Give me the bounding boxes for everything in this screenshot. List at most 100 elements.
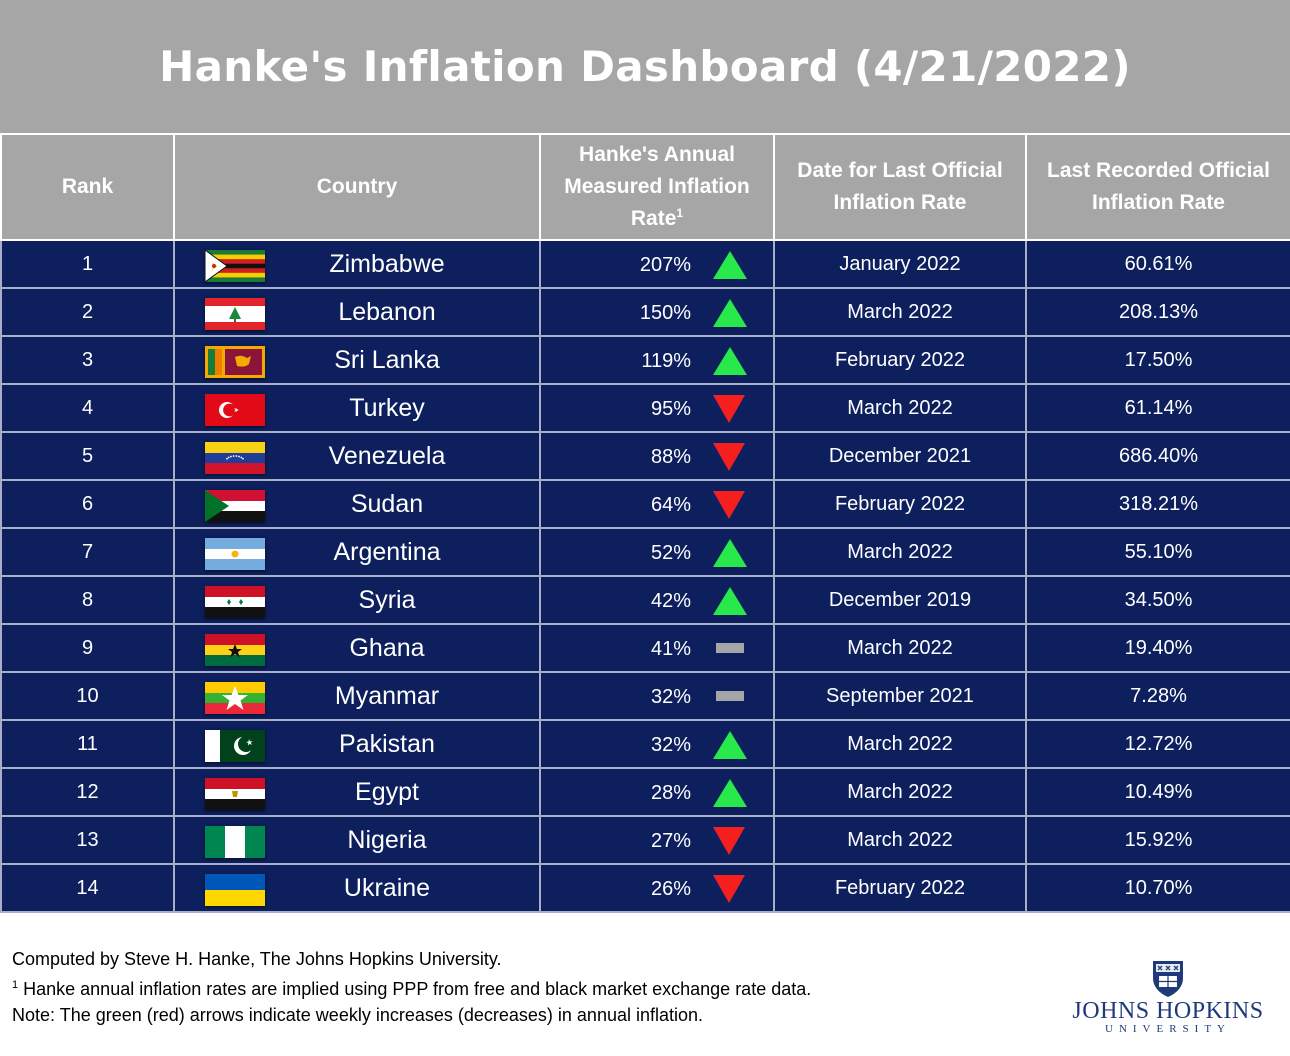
official-rate-cell: 55.10% xyxy=(1025,527,1290,577)
rank-cell: 12 xyxy=(0,767,175,817)
header-rank: Rank xyxy=(0,133,175,241)
official-date-cell: March 2022 xyxy=(773,527,1027,577)
hanke-rate-cell: 42% xyxy=(539,575,775,625)
official-rate-cell: 19.40% xyxy=(1025,623,1290,673)
official-date-cell: December 2021 xyxy=(773,431,1027,481)
zimbabwe-flag-icon xyxy=(204,249,265,283)
table-row: 6 Sudan 64% February 2022 318.21% xyxy=(0,479,1290,529)
dashboard-title: Hanke's Inflation Dashboard (4/21/2022) xyxy=(0,0,1290,133)
arrow-up-icon xyxy=(713,587,747,615)
lebanon-flag-icon xyxy=(205,298,265,330)
official-date-cell: February 2022 xyxy=(773,479,1027,529)
arrow-down-icon xyxy=(713,443,745,471)
no-change-icon xyxy=(716,691,744,701)
hanke-rate-value: 119% xyxy=(641,350,691,372)
hanke-rate-value: 28% xyxy=(650,782,691,804)
hanke-rate-cell: 52% xyxy=(539,527,775,577)
header-official-date: Date for Last Official Inflation Rate xyxy=(773,133,1027,241)
arrow-up-icon xyxy=(713,779,747,807)
hanke-rate-value: 26% xyxy=(650,878,691,900)
trend-indicator xyxy=(713,393,747,423)
country-name: Syria xyxy=(358,585,416,614)
header-official-line1: Last Recorded Official xyxy=(1047,159,1270,182)
country-cell: Sudan xyxy=(173,479,541,529)
official-date-cell: March 2022 xyxy=(773,383,1027,433)
syria-flag-icon xyxy=(205,586,265,618)
hanke-rate-cell: 26% xyxy=(539,863,775,913)
official-date-cell: February 2022 xyxy=(773,863,1027,913)
official-rate-cell: 61.14% xyxy=(1025,383,1290,433)
country-cell: Ghana xyxy=(173,623,541,673)
rank-cell: 5 xyxy=(0,431,175,481)
official-rate-cell: 15.92% xyxy=(1025,815,1290,865)
nigeria-flag-icon xyxy=(205,826,265,858)
trend-indicator xyxy=(713,585,747,615)
hanke-rate-value: 41% xyxy=(650,638,691,660)
country-cell: Lebanon xyxy=(173,287,541,337)
trend-indicator xyxy=(713,489,747,519)
official-rate-cell: 7.28% xyxy=(1025,671,1290,721)
country-name: Argentina xyxy=(333,537,441,566)
official-rate-cell: 208.13% xyxy=(1025,287,1290,337)
hanke-rate-cell: 28% xyxy=(539,767,775,817)
ghana-flag-icon xyxy=(205,634,265,666)
footnote-marker: 1 xyxy=(676,206,684,220)
country-name: Zimbabwe xyxy=(329,249,445,278)
header-hanke-rate-line1: Hanke's Annual xyxy=(579,143,735,166)
arrow-down-icon xyxy=(713,827,745,855)
hanke-rate-value: 32% xyxy=(650,734,691,756)
official-date-cell: March 2022 xyxy=(773,767,1027,817)
country-cell: Syria xyxy=(173,575,541,625)
arrow-down-icon xyxy=(713,875,745,903)
university-shield-icon xyxy=(1153,961,1183,997)
country-cell: Myanmar xyxy=(173,671,541,721)
egypt-flag-icon xyxy=(205,778,265,810)
rank-cell: 10 xyxy=(0,671,175,721)
hanke-rate-cell: 119% xyxy=(539,335,775,385)
official-rate-cell: 686.40% xyxy=(1025,431,1290,481)
rank-cell: 13 xyxy=(0,815,175,865)
arrow-up-icon xyxy=(713,347,747,375)
table-row: 7 Argentina 52% March 2022 55.10% xyxy=(0,527,1290,577)
official-rate-cell: 34.50% xyxy=(1025,575,1290,625)
header-date-line2: Inflation Rate xyxy=(833,191,967,214)
country-name: Nigeria xyxy=(347,825,427,854)
table-row: 4 Turkey 95% March 2022 61.14% xyxy=(0,383,1290,433)
header-official-rate: Last Recorded Official Inflation Rate xyxy=(1025,133,1290,241)
footnote-credit: Computed by Steve H. Hanke, The Johns Ho… xyxy=(12,949,502,969)
logo-subtitle: UNIVERSITY xyxy=(1105,1023,1231,1035)
country-cell: Zimbabwe xyxy=(173,239,541,289)
arrow-down-icon xyxy=(713,491,745,519)
argentina-flag-icon xyxy=(205,538,265,570)
sudan-flag-icon xyxy=(205,490,265,522)
trend-indicator xyxy=(713,633,747,663)
hanke-rate-value: 88% xyxy=(650,446,691,468)
jhu-logo: JOHNS HOPKINS UNIVERSITY xyxy=(1068,958,1268,1048)
official-rate-cell: 10.70% xyxy=(1025,863,1290,913)
rank-cell: 8 xyxy=(0,575,175,625)
country-name: Ukraine xyxy=(343,873,431,902)
rank-cell: 1 xyxy=(0,239,175,289)
hanke-rate-value: 150% xyxy=(639,302,691,324)
rank-cell: 3 xyxy=(0,335,175,385)
official-date-cell: January 2022 xyxy=(773,239,1027,289)
header-country: Country xyxy=(173,133,541,241)
hanke-rate-cell: 88% xyxy=(539,431,775,481)
footnotes: Computed by Steve H. Hanke, The Johns Ho… xyxy=(12,946,1012,1028)
country-name: Turkey xyxy=(349,393,425,422)
hanke-rate-cell: 32% xyxy=(539,719,775,769)
footnote-arrows: Note: The green (red) arrows indicate we… xyxy=(12,1005,704,1025)
sri-lanka-flag-icon xyxy=(205,346,265,378)
trend-indicator xyxy=(713,825,747,855)
hanke-rate-value: 32% xyxy=(650,686,691,708)
country-name: Egypt xyxy=(355,777,419,806)
hanke-rate-cell: 41% xyxy=(539,623,775,673)
trend-indicator xyxy=(713,297,747,327)
arrow-up-icon xyxy=(713,299,747,327)
hanke-rate-cell: 95% xyxy=(539,383,775,433)
official-date-cell: March 2022 xyxy=(773,287,1027,337)
country-cell: Ukraine xyxy=(173,863,541,913)
header-date-line1: Date for Last Official xyxy=(797,159,1003,182)
hanke-rate-cell: 207% xyxy=(539,239,775,289)
